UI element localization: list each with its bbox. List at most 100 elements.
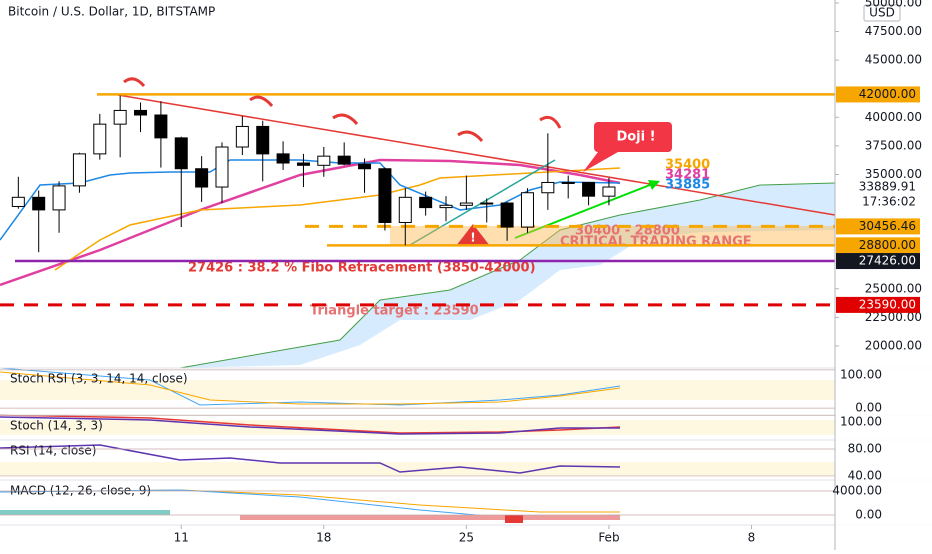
indicator-line [0, 371, 621, 405]
rsi-line [0, 444, 621, 474]
ma-blue [0, 159, 621, 241]
candle-body [317, 155, 331, 166]
candle-body [582, 181, 596, 197]
level-label: 27426.00 [859, 254, 916, 268]
panel-band [0, 462, 835, 476]
level-label: 42000.00 [859, 87, 916, 101]
trendline [117, 94, 836, 216]
macd-histogram [0, 510, 620, 523]
trendline-green [514, 182, 656, 239]
y-tick-label: 22500.00 [865, 310, 922, 324]
candle-body [276, 153, 290, 164]
candle-body [296, 162, 310, 166]
y-tick-label: 50000.00 [865, 0, 922, 9]
y-tick-label: 100.00 [840, 368, 882, 382]
trendline-green [409, 159, 556, 246]
annotation: 33885 [665, 178, 710, 193]
level-tag [836, 86, 920, 103]
last-price: 33889.91 [859, 180, 916, 194]
annotation: 35400 [665, 158, 710, 173]
x-tick-label: 8 [748, 531, 756, 545]
annotation: 27426 : 38.2 % Fibo Retracement (3850-42… [188, 261, 536, 276]
x-tick-label: 18 [316, 531, 331, 545]
level-tag [836, 253, 920, 270]
candle-body [72, 153, 86, 187]
indicator-line [0, 416, 620, 435]
y-tick-label: 0.00 [855, 507, 882, 521]
panel-separators [0, 367, 932, 526]
indicator-name: RSI (14, close) [10, 444, 96, 458]
y-tick-label: 100.00 [840, 415, 882, 429]
level-tag [836, 218, 920, 235]
candle-body [561, 181, 575, 184]
x-tick-label: 11 [174, 531, 189, 545]
y-tick-label: 20000.00 [865, 338, 922, 352]
candle-body [439, 204, 453, 209]
indicator-line [0, 414, 621, 434]
candle-body [235, 125, 249, 148]
candle-body [337, 155, 351, 165]
ma-orange [54, 167, 621, 271]
level-label: 30456.46 [859, 219, 916, 233]
level-label: 28800.00 [859, 238, 916, 252]
y-tick-label: 47500.00 [865, 24, 922, 38]
indicator-name: MACD (12, 26, close, 9) [10, 484, 151, 498]
candle-body [215, 146, 229, 188]
candle-body [520, 192, 534, 228]
candle-body [113, 109, 127, 125]
annotation: Triangle target : 23590 [310, 304, 479, 319]
candle-body [358, 163, 372, 170]
last-price-tag [836, 179, 920, 212]
warning-mark: ! [470, 231, 475, 245]
chart-title: Bitcoin / U.S. Dollar, 1D, BITSTAMP [8, 5, 215, 19]
candle-body [11, 196, 25, 207]
candle-body [541, 181, 555, 194]
panel-band [0, 380, 835, 400]
warning-icon [456, 224, 490, 246]
indicator-name: Stoch RSI (3, 3, 14, 14, close) [10, 372, 188, 386]
candle-body [378, 168, 392, 223]
candle-body [500, 202, 514, 228]
candle-body [93, 123, 107, 155]
candle-body [256, 125, 270, 155]
annotation: 34281 [665, 168, 710, 183]
candle-body [32, 196, 46, 211]
candle-body [419, 196, 433, 209]
y-tick-label: 37500.00 [865, 138, 922, 152]
candle-body [459, 202, 473, 206]
indicator-name: Stoch (14, 3, 3) [10, 419, 103, 433]
y-tick-label: 25000.00 [865, 281, 922, 295]
level-label: 23590.00 [859, 297, 916, 311]
level-tag [836, 237, 920, 254]
level-tag [836, 296, 920, 313]
y-tick-label: 40000.00 [865, 110, 922, 124]
candle-body [480, 202, 494, 205]
critical-range [390, 226, 835, 245]
ichimoku-cloud [180, 183, 835, 368]
countdown: 17:36:02 [862, 195, 916, 209]
x-tick-label: Feb [598, 531, 619, 545]
currency: USD [869, 6, 895, 20]
arrow-head [648, 180, 660, 190]
candle-body [195, 168, 209, 188]
candle-body [52, 185, 66, 211]
candle-body [398, 196, 412, 223]
y-tick-label: 4000.00 [832, 483, 882, 497]
candle-body [154, 114, 168, 139]
y-tick-label: 45000.00 [865, 53, 922, 67]
y-tick-label: 0.00 [855, 401, 882, 415]
doji-callout [583, 122, 672, 172]
x-tick-label: 25 [459, 531, 474, 545]
annotation: CRITICAL TRADING RANGE [560, 235, 752, 250]
turn-arrow [123, 77, 562, 143]
annotation: Doji ! [616, 130, 655, 145]
currency-box [863, 4, 901, 22]
y-tick-label: 40.00 [848, 468, 882, 482]
candle-body [602, 186, 616, 197]
y-tick-label: 35000.00 [865, 167, 922, 181]
candle-body [134, 109, 148, 116]
y-tick-label: 80.00 [848, 441, 882, 455]
candle-body [174, 137, 188, 170]
